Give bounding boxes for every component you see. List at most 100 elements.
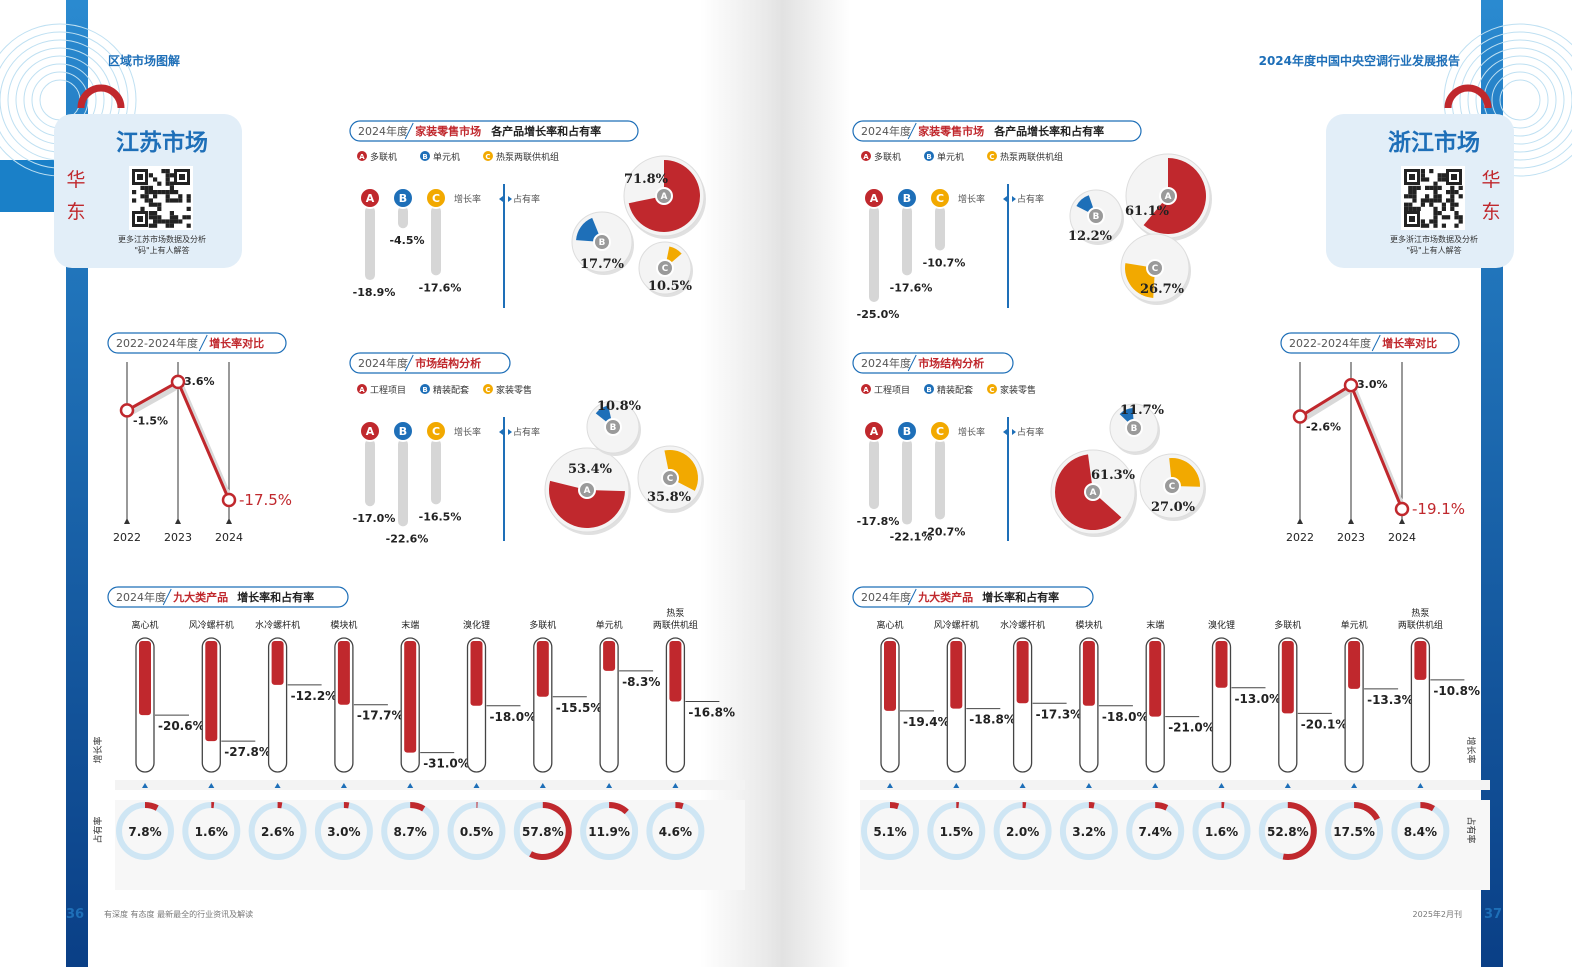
- legend-swatch: [987, 384, 997, 394]
- growth-value: -22.1%: [890, 531, 933, 544]
- axis-label-growth: 增长率: [958, 193, 985, 205]
- bubble-letter-letter: A: [584, 486, 591, 496]
- category-label: 单元机: [596, 619, 623, 631]
- legend-label: 多联机: [370, 151, 397, 163]
- bubble-letter-letter: A: [1090, 488, 1097, 498]
- trend-point: [221, 492, 237, 508]
- bubble-letter: [1159, 187, 1177, 205]
- category-ball: [425, 420, 447, 442]
- growth-value: -17.8%: [857, 515, 900, 528]
- qr-module: [1412, 185, 1417, 190]
- tube-marker: [340, 783, 347, 788]
- pill-divider: [198, 334, 208, 352]
- qr-module: [186, 198, 191, 203]
- trend-point: [1292, 409, 1308, 424]
- qr-module: [153, 219, 158, 224]
- region-char: 东: [1481, 201, 1500, 223]
- share-value: 3.2%: [1072, 825, 1105, 839]
- qr-module: [1454, 202, 1459, 207]
- qr-module: [144, 185, 149, 190]
- qr-module: [1437, 194, 1442, 199]
- gridline-arrow: [226, 518, 232, 524]
- qr-module: [1420, 202, 1425, 207]
- qr-module: [1404, 206, 1409, 211]
- legend-swatch: [861, 384, 871, 394]
- qr-finder: [179, 174, 185, 180]
- category-ball-letter: C: [936, 192, 944, 205]
- tube-marker: [1019, 783, 1026, 788]
- qr-module: [1450, 206, 1455, 211]
- category-ball: [863, 420, 885, 442]
- axis-label-share: 占有率: [1017, 193, 1044, 205]
- qr-module: [140, 206, 145, 211]
- qr-module: [1454, 223, 1459, 228]
- section-title-red: 家装零售市场: [918, 124, 984, 138]
- section-title-red: 增长率对比: [1382, 336, 1437, 350]
- decor-ring-right: [1459, 39, 1572, 161]
- qr-module: [1450, 190, 1455, 195]
- qr-module: [1420, 169, 1425, 174]
- growth-bar: [869, 206, 879, 302]
- qr-module: [1408, 206, 1413, 211]
- share-value: 12.2%: [1068, 229, 1113, 244]
- share-value: 17.7%: [580, 257, 625, 272]
- qr-module: [1412, 206, 1417, 211]
- vertical-label-growth: 增长率: [92, 736, 104, 763]
- growth-fill: [1215, 641, 1228, 688]
- qr-module: [165, 219, 170, 224]
- growth-value: -31.0%: [423, 757, 470, 771]
- section-title-rest: 各产品增长率和占有率: [993, 124, 1104, 138]
- share-arc: [144, 802, 159, 811]
- growth-value: -10.7%: [923, 257, 966, 270]
- trend-value: -17.5%: [239, 491, 292, 509]
- qr-module: [1425, 198, 1430, 203]
- tube-base-shadow: [860, 780, 1490, 790]
- qr-module: [1425, 177, 1430, 182]
- year-label: 2024: [215, 531, 243, 544]
- qr-module: [1433, 194, 1438, 199]
- tube-marker: [539, 783, 546, 788]
- qr-module: [178, 198, 183, 203]
- qr-module: [186, 223, 191, 228]
- category-ball-letter: A: [870, 425, 879, 438]
- category-label-line: 热泵: [666, 607, 684, 619]
- category-label: 末端: [401, 619, 419, 631]
- category-label: 末端: [1146, 619, 1164, 631]
- growth-value: -10.8%: [1433, 684, 1480, 698]
- growth-value: -12.2%: [291, 689, 338, 703]
- section-year: 2024年度: [861, 356, 911, 370]
- qr-module: [157, 219, 162, 224]
- bubble-letter: [604, 418, 622, 436]
- legend-letter: C: [485, 386, 490, 394]
- growth-bar: [935, 439, 945, 520]
- qr-module: [1429, 202, 1434, 207]
- qr-module: [153, 194, 158, 199]
- qr-module: [1408, 194, 1413, 199]
- category-label: 离心机: [131, 619, 158, 631]
- trend-value: -19.1%: [1412, 500, 1465, 518]
- share-value: 71.8%: [624, 172, 669, 187]
- year-label: 2022: [1286, 531, 1314, 544]
- qr-module: [1433, 198, 1438, 203]
- share-arc: [1420, 802, 1436, 812]
- bubble-letter: [661, 469, 679, 487]
- pill-divider: [907, 354, 917, 372]
- growth-value: -20.1%: [1301, 717, 1348, 731]
- qr-module: [169, 219, 174, 224]
- bubble-letter-letter: B: [1093, 212, 1100, 222]
- share-value: 7.8%: [128, 825, 161, 839]
- share-value: 17.5%: [1333, 825, 1375, 839]
- legend-swatch: [924, 151, 934, 161]
- qr-module: [1408, 190, 1413, 195]
- growth-fill: [1082, 641, 1095, 706]
- category-ball-letter: B: [903, 192, 911, 205]
- tube-marker: [606, 783, 613, 788]
- category-label: 溴化锂: [463, 619, 490, 631]
- category-label: 风冷螺杆机: [189, 619, 234, 631]
- section-year: 2024年度: [861, 590, 911, 604]
- qr-finder: [1409, 174, 1415, 180]
- growth-bar: [902, 206, 912, 276]
- legend-label: 单元机: [937, 151, 964, 163]
- gridline-arrow: [1348, 518, 1354, 524]
